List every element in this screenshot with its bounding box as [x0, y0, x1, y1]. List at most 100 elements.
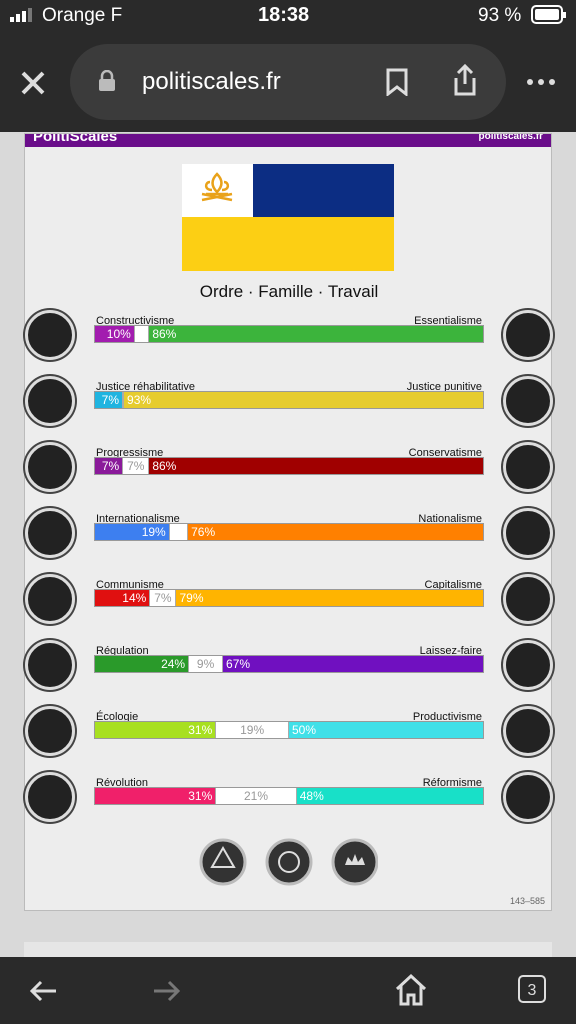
- axis-row: Régulation Laissez-faire 24% 9% 67%: [25, 640, 553, 715]
- axis-bar: 19% 76%: [94, 523, 484, 541]
- right-icon: [503, 508, 553, 558]
- left-label: Constructivisme: [96, 315, 175, 327]
- right-label: Justice punitive: [406, 381, 482, 393]
- left-label: Progressisme: [96, 447, 164, 459]
- left-percent: 24%: [161, 657, 186, 671]
- right-icon: [503, 772, 553, 822]
- neutral-percent: 19%: [240, 723, 265, 737]
- bottom-nav: 3: [0, 957, 576, 1024]
- card-header: PolitiScales politiscales.fr: [25, 134, 551, 147]
- left-segment: 7%: [95, 458, 123, 474]
- right-percent: 86%: [152, 459, 177, 473]
- left-icon: [25, 508, 75, 558]
- signal-icon: [10, 8, 32, 22]
- left-percent: 31%: [188, 789, 213, 803]
- right-icon: [503, 640, 553, 690]
- carrier: Orange F: [42, 5, 123, 26]
- battery-text: 93 %: [478, 5, 522, 26]
- axis-bar: 14% 7% 79%: [94, 589, 484, 607]
- right-percent: 79%: [179, 591, 204, 605]
- home-button[interactable]: [394, 973, 428, 1007]
- right-segment: 76%: [188, 524, 483, 540]
- browser-chrome: Orange F 18:38 93 % politiscales.fr: [0, 0, 576, 132]
- right-label: Conservatisme: [408, 447, 482, 459]
- axis-bar: 24% 9% 67%: [94, 655, 484, 673]
- forward-button[interactable]: [152, 979, 182, 1003]
- left-icon: [25, 706, 75, 756]
- back-button[interactable]: [28, 979, 58, 1003]
- axis-bar: 7% 93%: [94, 391, 484, 409]
- right-label: Productivisme: [412, 711, 482, 723]
- left-segment: 14%: [95, 590, 150, 606]
- right-label: Nationalisme: [418, 513, 482, 525]
- right-percent: 93%: [127, 393, 152, 407]
- left-segment: 31%: [95, 722, 216, 738]
- bookmark-button[interactable]: [386, 68, 408, 96]
- right-icon: [503, 574, 553, 624]
- right-icon: [503, 442, 553, 492]
- left-segment: 31%: [95, 788, 216, 804]
- right-percent: 48%: [299, 789, 324, 803]
- neutral-percent: 9%: [196, 657, 215, 671]
- left-label: Internationalisme: [96, 513, 180, 525]
- result-card: PolitiScales politiscales.fr Ordre · Fam…: [24, 133, 553, 911]
- neutral-segment: [133, 326, 150, 342]
- url: politiscales.fr: [142, 68, 281, 95]
- clock: 18:38: [258, 4, 310, 26]
- share-button[interactable]: [452, 64, 478, 96]
- axis-bar: 10% 86%: [94, 325, 484, 343]
- header-title: PolitiScales: [33, 134, 118, 145]
- left-percent: 7%: [101, 459, 120, 473]
- axis-row: Progressisme Conservatisme 7% 7% 86%: [25, 442, 553, 517]
- neutral-segment: 19%: [215, 722, 289, 738]
- left-label: Justice réhabilitative: [96, 381, 196, 393]
- axis-row: Écologie Productivisme 31% 19% 50%: [25, 706, 553, 781]
- battery-icon: [531, 5, 566, 24]
- left-icon: [25, 772, 75, 822]
- left-icon: [25, 442, 75, 492]
- neutral-segment: [168, 524, 189, 540]
- left-segment: 19%: [95, 524, 169, 540]
- right-segment: 86%: [149, 458, 483, 474]
- url-bar[interactable]: politiscales.fr: [70, 44, 506, 120]
- header-site: politiscales.fr: [478, 134, 543, 142]
- right-label: Essentialisme: [414, 315, 482, 327]
- left-icon: [25, 640, 75, 690]
- left-label: Écologie: [96, 711, 139, 723]
- badge-icons: [199, 838, 379, 886]
- left-label: Communisme: [96, 579, 164, 591]
- close-button[interactable]: [20, 70, 46, 96]
- flag: [182, 164, 394, 271]
- left-label: Régulation: [96, 645, 149, 657]
- next-card: [24, 942, 552, 957]
- axis-bar: 31% 21% 48%: [94, 787, 484, 805]
- axis-row: Internationalisme Nationalisme 19% 76%: [25, 508, 553, 583]
- tabs-button[interactable]: 3: [518, 975, 546, 1003]
- right-segment: 48%: [296, 788, 483, 804]
- neutral-percent: 21%: [243, 789, 269, 803]
- neutral-percent: 7%: [154, 591, 172, 605]
- left-label: Révolution: [96, 777, 148, 789]
- neutral-segment: [122, 392, 125, 408]
- axis-row: Communisme Capitalisme 14% 7% 79%: [25, 574, 553, 649]
- left-icon: [25, 574, 75, 624]
- lock-icon: [99, 70, 115, 91]
- right-icon: [503, 376, 553, 426]
- footer-range: 143–585: [509, 896, 545, 906]
- right-segment: 93%: [124, 392, 483, 408]
- left-icon: [25, 310, 75, 360]
- more-button[interactable]: [526, 78, 556, 86]
- neutral-segment: 9%: [188, 656, 224, 672]
- right-percent: 86%: [152, 327, 177, 341]
- right-segment: 50%: [288, 722, 483, 738]
- right-icon: [503, 310, 553, 360]
- neutral-segment: 7%: [122, 458, 150, 474]
- right-icon: [503, 706, 553, 756]
- right-percent: 67%: [226, 657, 251, 671]
- left-segment: 7%: [95, 392, 123, 408]
- left-icon: [25, 376, 75, 426]
- left-segment: 10%: [95, 326, 134, 342]
- right-segment: 79%: [176, 590, 483, 606]
- left-percent: 7%: [101, 393, 120, 407]
